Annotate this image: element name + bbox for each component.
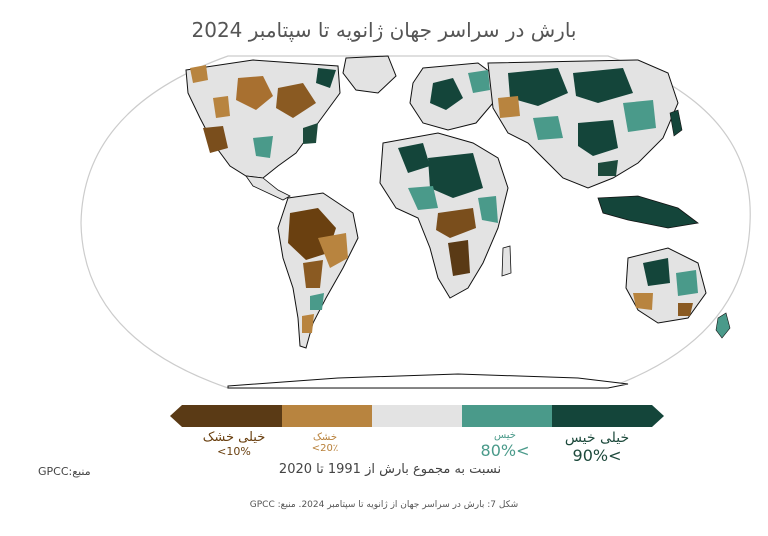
legend-arrow-left <box>170 405 182 427</box>
legend-dry-pct: 20٪> <box>311 443 339 454</box>
new-zealand <box>715 312 731 339</box>
legend-wet-pct: >80% <box>480 441 530 460</box>
color-legend <box>170 405 664 427</box>
map-title: بارش در سراسر جهان ژانویه تا سپتامبر 202… <box>191 18 577 42</box>
legend-dry-name: خشک <box>312 432 338 443</box>
legend-arrow-right <box>652 405 664 427</box>
figure-caption: شکل 7: بارش در سراسر جهان از ژانویه تا س… <box>249 500 519 510</box>
legend-wet <box>462 405 552 427</box>
greenland <box>342 55 397 94</box>
legend-axis-label: نسبت به مجموع بارش از 1991 تا 2020 <box>278 462 502 477</box>
legend-normal <box>372 405 462 427</box>
legend-label-very-dry: خیلی خشک 10%> <box>194 430 274 458</box>
legend-dry <box>282 405 372 427</box>
legend-wet-name: خیس <box>494 430 516 441</box>
legend-very-dry-name: خیلی خشک <box>202 430 266 445</box>
legend-label-very-wet: خیلی خیس >90% <box>555 430 639 465</box>
japan <box>669 109 683 137</box>
madagascar <box>501 245 512 277</box>
central-america <box>245 175 291 201</box>
legend-very-wet <box>552 405 652 427</box>
legend-very-dry-pct: 10%> <box>217 445 251 458</box>
legend-very-dry <box>182 405 282 427</box>
source-label: منبع:GPCC <box>38 465 91 478</box>
legend-label-wet: خیس >80% <box>480 430 530 460</box>
legend-label-dry: خشک 20٪> <box>300 432 350 454</box>
world-precipitation-map <box>80 55 751 389</box>
antarctica <box>227 373 629 389</box>
indonesia <box>597 195 699 229</box>
legend-very-wet-name: خیلی خیس <box>564 430 630 446</box>
legend-very-wet-pct: >90% <box>572 446 622 465</box>
